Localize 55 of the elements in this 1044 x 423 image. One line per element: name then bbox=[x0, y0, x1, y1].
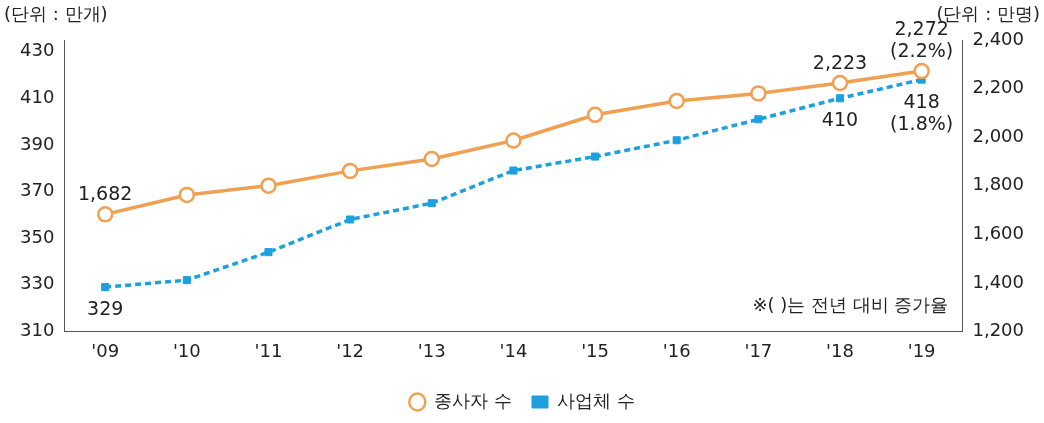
point bbox=[831, 74, 849, 92]
y2-tick-label: 2,200 bbox=[972, 76, 1024, 98]
y2-tick-label: 2,400 bbox=[972, 27, 1024, 49]
x-tick-label: '11 bbox=[254, 339, 283, 361]
x-tick-label: '15 bbox=[581, 339, 609, 361]
point bbox=[178, 186, 196, 204]
point bbox=[182, 276, 191, 285]
y2-tick-label: 2,000 bbox=[972, 124, 1024, 146]
point bbox=[835, 94, 845, 103]
legend-label: 사업체 수 bbox=[557, 389, 635, 411]
y2-tick-label: 1,600 bbox=[972, 221, 1024, 243]
point bbox=[427, 199, 436, 208]
x-tick-label: '14 bbox=[499, 339, 528, 361]
point bbox=[423, 150, 441, 168]
x-tick-label: '16 bbox=[662, 339, 691, 361]
point bbox=[96, 206, 114, 223]
x-tick-label: '09 bbox=[91, 339, 120, 361]
point bbox=[754, 115, 763, 124]
y-tick-label: 390 bbox=[20, 132, 55, 154]
data-label: 418 (1.8%) bbox=[890, 89, 954, 134]
point bbox=[750, 85, 767, 102]
point bbox=[509, 166, 518, 175]
data-label: 1,682 bbox=[77, 182, 133, 205]
y2-tick-label: 1,400 bbox=[972, 270, 1024, 292]
y-tick-label: 350 bbox=[20, 225, 55, 247]
point bbox=[346, 215, 355, 224]
x-tick-label: '18 bbox=[826, 339, 854, 361]
point bbox=[591, 152, 600, 161]
point bbox=[341, 162, 359, 180]
y-tick-label: 430 bbox=[20, 39, 55, 61]
y2-tick-label: 1,200 bbox=[972, 319, 1024, 341]
point bbox=[260, 177, 277, 194]
legend-label: 종사자 수 bbox=[434, 389, 513, 411]
x-tick-label: '17 bbox=[744, 339, 773, 361]
data-label: 329 bbox=[87, 297, 124, 320]
y-axis-title: (단위 : 만개) bbox=[4, 2, 108, 24]
x-tick-label: '19 bbox=[907, 339, 936, 361]
point bbox=[264, 248, 273, 257]
y-tick-label: 310 bbox=[20, 319, 55, 341]
data-label: 410 bbox=[821, 108, 859, 131]
x-tick-label: '10 bbox=[172, 339, 201, 361]
x-tick-label: '12 bbox=[336, 339, 365, 361]
point bbox=[101, 283, 110, 292]
y-tick-label: 410 bbox=[20, 85, 55, 107]
annotation: ※( )는 전년 대비 증가율 bbox=[752, 294, 949, 316]
point bbox=[668, 92, 685, 110]
y2-tick-label: 1,800 bbox=[972, 173, 1024, 195]
data-label: 2,223 bbox=[812, 50, 868, 73]
point bbox=[505, 132, 522, 149]
y-tick-label: 370 bbox=[20, 179, 55, 201]
point bbox=[913, 62, 930, 80]
y-tick-label: 330 bbox=[20, 272, 55, 294]
x-tick-label: '13 bbox=[417, 339, 446, 361]
point bbox=[672, 136, 681, 145]
point bbox=[586, 106, 604, 124]
